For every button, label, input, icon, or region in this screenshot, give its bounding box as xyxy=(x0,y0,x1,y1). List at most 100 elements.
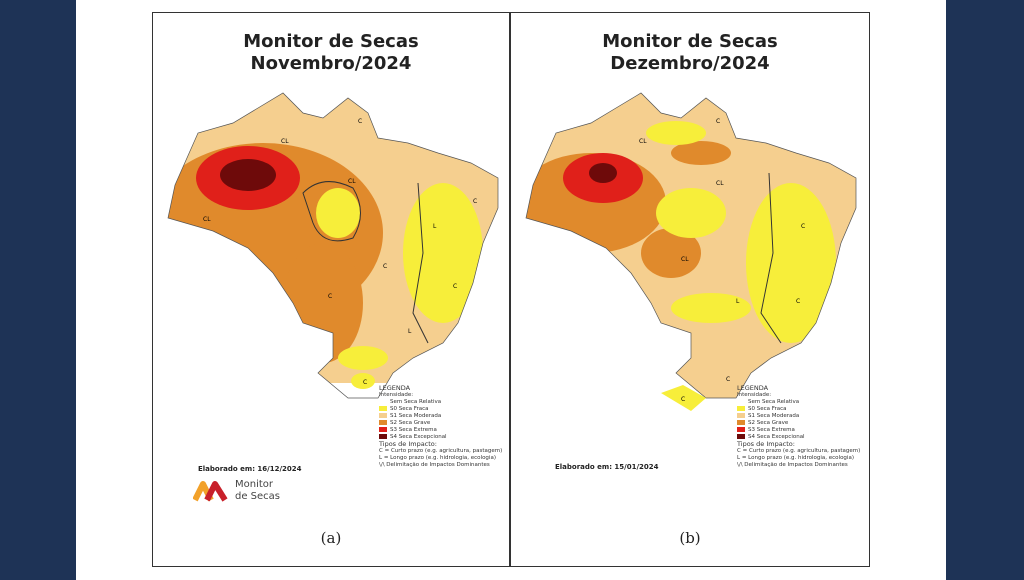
impact-tag: L xyxy=(433,223,437,230)
s4-area xyxy=(589,163,617,183)
legend-label: Sem Seca Relativa xyxy=(748,399,800,405)
legend-item: S3 Seca Extrema xyxy=(379,427,502,434)
legend-impact-l: L = Longo prazo (e.g. hidrologia, ecolog… xyxy=(379,455,496,461)
logo-text-2: de Secas xyxy=(235,491,281,502)
legend-item: S3 Seca Extrema xyxy=(737,427,860,434)
impact-delimitation xyxy=(302,181,361,242)
caption: (b) xyxy=(679,529,701,547)
legend-label: Sem Seca Relativa xyxy=(390,399,442,405)
legend-title: LEGENDA xyxy=(737,384,769,392)
panel-title: Monitor de Secas Dezembro/2024 xyxy=(511,31,869,75)
impact-tag: CL xyxy=(281,138,289,145)
impact-tag: L xyxy=(736,298,740,305)
legend-intensity-label: Intensidade: xyxy=(379,392,414,398)
legend-impact-l: L = Longo prazo (e.g. hidrologia, ecolog… xyxy=(737,455,854,461)
s0-area xyxy=(351,373,375,389)
legend-impact-c: C = Curto prazo (e.g. agricultura, pasta… xyxy=(737,448,861,454)
panel-december: Monitor de Secas Dezembro/2024 CL C CL C… xyxy=(510,12,870,567)
impact-tag: C xyxy=(363,379,367,386)
legend-item: S0 Seca Fraca xyxy=(737,406,860,413)
swatch xyxy=(737,427,745,432)
s2-area xyxy=(671,141,731,165)
legend-item: S2 Seca Grave xyxy=(379,420,502,427)
panel-november: Monitor de Secas Novembro/2024 CL C CL L… xyxy=(152,12,510,567)
s0-area xyxy=(646,121,706,145)
impact-delimitation xyxy=(412,182,429,344)
legend-item: Sem Seca Relativa xyxy=(379,399,502,406)
legend-label: S1 Seca Moderada xyxy=(390,413,442,419)
impact-tag: CL xyxy=(681,256,689,263)
legend-label: S3 Seca Extrema xyxy=(390,427,437,433)
s0-area xyxy=(661,385,706,411)
impact-tag: C xyxy=(801,223,805,230)
legend-item: Sem Seca Relativa xyxy=(737,399,860,406)
swatch xyxy=(379,413,387,418)
s2-area xyxy=(283,243,363,363)
swatch xyxy=(379,399,387,404)
swatch xyxy=(379,427,387,432)
title-line-2: Novembro/2024 xyxy=(250,53,412,74)
legend-label: S0 Seca Fraca xyxy=(748,406,787,412)
title-line-1: Monitor de Secas xyxy=(243,31,419,52)
elaborated-date: Elaborado em: 15/01/2024 xyxy=(555,463,659,471)
impact-tag: C xyxy=(453,283,457,290)
legend-label: S4 Seca Excepcional xyxy=(748,434,805,440)
s0-area xyxy=(656,188,726,238)
legend-title: LEGENDA xyxy=(379,384,411,392)
s0-area xyxy=(746,183,836,343)
impact-tag: C xyxy=(716,118,720,125)
legend-item: S0 Seca Fraca xyxy=(379,406,502,413)
impact-tag: CL xyxy=(348,178,356,185)
impact-tag: CL xyxy=(639,138,647,145)
swatch xyxy=(737,434,745,439)
logo-text-1: Monitor xyxy=(235,479,274,490)
s0-area xyxy=(338,346,388,370)
s0-area xyxy=(403,183,483,323)
legend-item: S2 Seca Grave xyxy=(737,420,860,427)
impact-delimitation xyxy=(760,172,782,344)
impact-tag: L xyxy=(408,328,412,335)
swatch xyxy=(737,420,745,425)
title-line-2: Dezembro/2024 xyxy=(610,53,770,74)
swatch xyxy=(737,406,745,411)
legend-impact-label: Tipos de Impacto: xyxy=(737,440,795,448)
legend-delimitation: \/\ Delimitação de Impactos Dominantes xyxy=(737,462,848,468)
legend-item: S1 Seca Moderada xyxy=(737,413,860,420)
drought-map-november: CL C CL L C C C CL L C C xyxy=(167,92,499,399)
impact-tag: CL xyxy=(716,180,724,187)
s4-area xyxy=(220,159,276,191)
legend-item: S4 Seca Excepcional xyxy=(379,434,502,441)
logo-mark-icon xyxy=(193,481,228,502)
legend: LEGENDA Intensidade: Sem Seca Relativa S… xyxy=(737,385,860,469)
legend-label: S0 Seca Fraca xyxy=(390,406,429,412)
legend-intensity-label: Intensidade: xyxy=(737,392,772,398)
elaborated-date: Elaborado em: 16/12/2024 xyxy=(198,465,302,473)
legend: LEGENDA Intensidade: Sem Seca Relativa S… xyxy=(379,385,502,469)
swatch xyxy=(737,413,745,418)
swatch xyxy=(379,434,387,439)
impact-tag: C xyxy=(358,118,362,125)
impact-tag: CL xyxy=(203,216,211,223)
legend-label: S2 Seca Grave xyxy=(390,420,431,426)
swatch xyxy=(379,420,387,425)
drought-map-december: CL C CL CL L C C C C xyxy=(525,92,857,411)
legend-label: S2 Seca Grave xyxy=(748,420,789,426)
swatch xyxy=(737,399,745,404)
impact-tag: C xyxy=(473,198,477,205)
caption: (a) xyxy=(320,529,342,547)
s0-area xyxy=(671,293,751,323)
legend-label: S3 Seca Extrema xyxy=(748,427,795,433)
impact-tag: C xyxy=(796,298,800,305)
impact-tag: C xyxy=(328,293,332,300)
monitor-de-secas-logo: Monitor de Secas xyxy=(193,479,280,503)
impact-tag: C xyxy=(726,376,730,383)
legend-impact-label: Tipos de Impacto: xyxy=(379,440,437,448)
legend-item: S1 Seca Moderada xyxy=(379,413,502,420)
s2-area xyxy=(641,228,701,278)
legend-item: S4 Seca Excepcional xyxy=(737,434,860,441)
legend-label: S4 Seca Excepcional xyxy=(390,434,447,440)
title-line-1: Monitor de Secas xyxy=(602,31,778,52)
legend-impact-c: C = Curto prazo (e.g. agricultura, pasta… xyxy=(379,448,503,454)
legend-label: S1 Seca Moderada xyxy=(748,413,800,419)
swatch xyxy=(379,406,387,411)
